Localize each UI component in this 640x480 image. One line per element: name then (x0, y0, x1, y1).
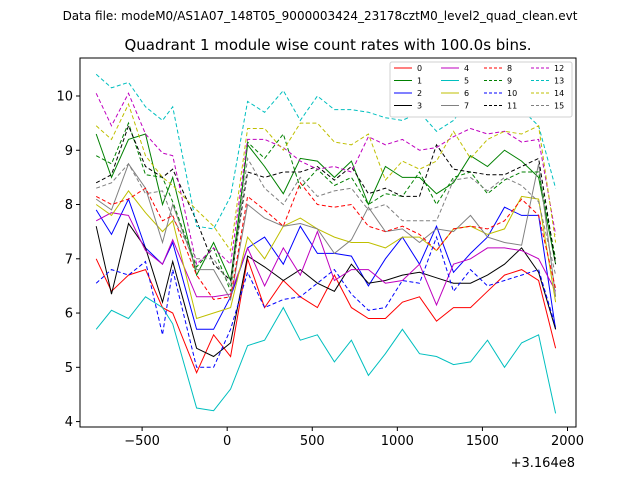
x-offset-label: +3.164e8 (511, 456, 575, 471)
legend-label-4: 4 (464, 64, 469, 73)
series-line-12 (95, 92, 557, 266)
x-tick-label: 0 (223, 434, 231, 449)
legend-label-9: 9 (507, 77, 512, 86)
legend-label-5: 5 (464, 77, 469, 86)
series-layer (95, 73, 557, 414)
axes-frame (79, 57, 577, 428)
series-line-15 (96, 156, 557, 288)
y-tick-label: 5 (65, 361, 73, 376)
chart-title: Quadrant 1 module wise count rates with … (124, 36, 531, 54)
x-tick-label: 2000 (551, 434, 584, 449)
series-line-5 (95, 296, 557, 414)
x-tick-label: 500 (300, 434, 325, 449)
y-axis: 4 5 6 7 8 9 10 (56, 89, 80, 430)
series-line-1 (95, 133, 557, 283)
x-tick-label: −500 (124, 434, 160, 449)
series-line-9 (95, 121, 557, 292)
series-line-6 (95, 190, 557, 320)
legend-frame (389, 61, 573, 118)
legend-label-12: 12 (554, 64, 564, 73)
y-tick-label: 8 (65, 198, 73, 213)
legend-label-0: 0 (417, 64, 422, 73)
plot-area (79, 57, 577, 428)
y-tick-label: 9 (65, 144, 73, 159)
x-tick-label: 1000 (381, 434, 414, 449)
x-axis: −500 0 500 1000 1500 2000 (124, 427, 584, 449)
series-line-2 (95, 197, 557, 330)
legend-label-15: 15 (554, 102, 564, 111)
y-tick-label: 7 (65, 252, 73, 267)
legend-label-1: 1 (417, 77, 422, 86)
legend-label-8: 8 (507, 64, 512, 73)
x-tick-label: 1500 (466, 434, 499, 449)
legend-label-3: 3 (417, 102, 422, 111)
series-line-8 (95, 181, 557, 301)
legend-label-10: 10 (507, 89, 517, 98)
legend-label-2: 2 (417, 89, 422, 98)
series-line-4 (95, 212, 557, 307)
series-line-11 (95, 124, 557, 282)
series-line-0 (95, 256, 557, 374)
suptitle: Data file: modeM0/AS1A07_148T05_90000034… (63, 9, 578, 23)
legend-label-6: 6 (464, 89, 469, 98)
series-line-3 (95, 222, 557, 358)
legend-label-13: 13 (554, 77, 564, 86)
series-line-10 (95, 235, 557, 368)
y-tick-label: 4 (65, 415, 73, 430)
series-line-7 (95, 162, 557, 301)
legend-label-11: 11 (507, 102, 517, 111)
legend-label-7: 7 (464, 102, 469, 111)
y-tick-label: 6 (65, 307, 73, 322)
y-tick-label: 10 (56, 89, 73, 104)
legend-label-14: 14 (554, 89, 564, 98)
